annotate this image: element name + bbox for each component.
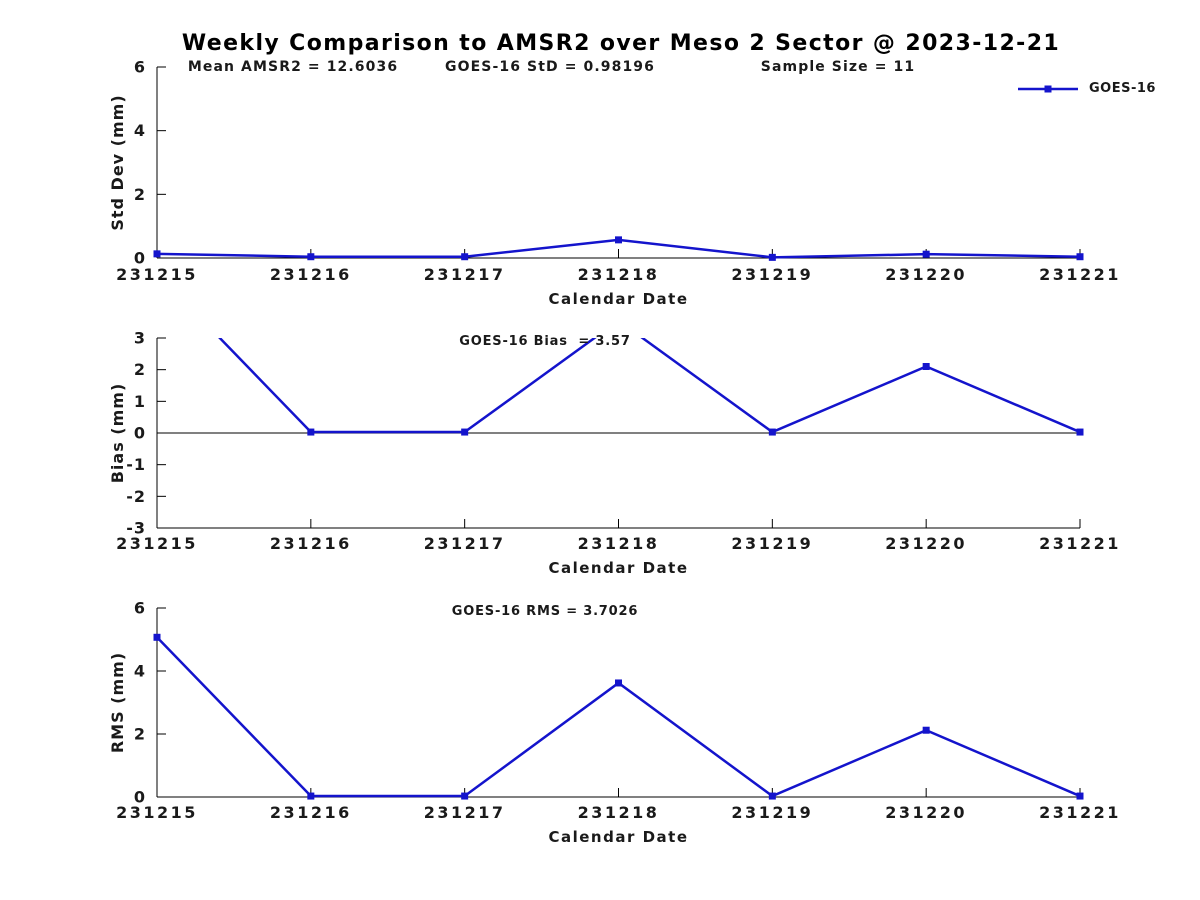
data-point-marker <box>307 253 315 261</box>
data-point-marker <box>461 253 469 261</box>
y-tick-label: 4 <box>134 662 146 681</box>
y-axis-title: Bias (mm) <box>108 383 127 484</box>
x-tick-label: 231218 <box>578 803 660 822</box>
x-tick-label: 231218 <box>578 534 660 553</box>
bias-subplot: -3 -2 -1 0 1 2 3 231215 231216 231217 231218 231219… <box>108 329 1121 578</box>
subplot-title: GOES-16 Bias = 3.57 <box>459 334 630 349</box>
x-tick-label: 231217 <box>424 265 506 284</box>
stat-sample-size: Sample Size = 11 <box>760 59 916 75</box>
x-tick-label: 231216 <box>270 265 352 284</box>
x-axis-title: Calendar Date <box>548 559 688 577</box>
data-point-marker <box>922 726 930 734</box>
data-point-marker <box>1076 253 1084 261</box>
y-axis-title: RMS (mm) <box>108 652 127 753</box>
y-tick-label: 6 <box>134 599 146 618</box>
data-point-marker <box>922 363 930 370</box>
stat-mean-amsr2: Mean AMSR2 = 12.6036 <box>187 59 399 75</box>
y-tick-label: 2 <box>134 360 146 379</box>
data-point-marker <box>307 428 315 436</box>
x-tick-label: 231221 <box>1039 265 1121 284</box>
legend-marker-icon <box>1044 85 1052 92</box>
x-tick-label: 231215 <box>116 265 198 284</box>
x-tick-label: 231219 <box>731 265 813 284</box>
y-tick-label: 4 <box>134 121 146 140</box>
data-point-marker <box>153 633 161 641</box>
x-tick-label: 231220 <box>885 265 967 284</box>
y-tick-label: 1 <box>134 392 146 411</box>
legend: GOES-16 <box>1016 81 1156 96</box>
data-point-marker <box>307 792 315 800</box>
x-tick-label: 231217 <box>424 803 506 822</box>
data-point-marker <box>1076 792 1084 800</box>
y-axis-title: Std Dev (mm) <box>108 94 127 230</box>
chart-title: Weekly Comparison to AMSR2 over Meso 2 S… <box>181 31 1061 56</box>
x-tick-label: 231221 <box>1039 803 1121 822</box>
y-tick-label: 0 <box>134 424 146 443</box>
x-tick-label: 231215 <box>116 803 198 822</box>
x-tick-label: 231219 <box>731 534 813 553</box>
x-axis-title: Calendar Date <box>548 290 688 308</box>
x-tick-label: 231220 <box>885 803 967 822</box>
rms-subplot: 0 2 4 6 231215 231216 231217 231218 231219 231220… <box>108 599 1121 847</box>
y-tick-label: 0 <box>134 249 146 268</box>
series-line <box>156 636 1081 798</box>
y-tick-label: 0 <box>134 788 146 807</box>
data-point-marker <box>615 236 622 244</box>
x-tick-label: 231221 <box>1039 534 1121 553</box>
y-tick-label: 3 <box>134 329 146 348</box>
y-tick-label: -3 <box>126 519 146 538</box>
y-tick-label: -2 <box>126 487 146 506</box>
y-tick-label: 2 <box>134 725 146 744</box>
stat-goes16-std: GOES-16 StD = 0.98196 <box>445 59 655 75</box>
x-tick-label: 231216 <box>270 803 352 822</box>
legend-line-sample <box>1018 85 1078 92</box>
x-tick-label: 231215 <box>116 534 198 553</box>
x-axis-title: Calendar Date <box>548 828 688 846</box>
x-tick-label: 231220 <box>885 534 967 553</box>
x-tick-label: 231218 <box>578 265 660 284</box>
stddev-subplot: 0 2 4 6 231215 231216 231217 231218 231219 231220… <box>108 58 1121 309</box>
subplot-title: GOES-16 RMS = 3.7026 <box>452 604 638 619</box>
legend-label: GOES-16 <box>1089 81 1156 96</box>
data-point-marker <box>768 428 776 436</box>
x-tick-label: 231216 <box>270 534 352 553</box>
data-point-marker <box>768 792 776 800</box>
data-point-marker <box>768 253 776 261</box>
y-tick-label: 2 <box>134 185 146 204</box>
data-point-marker <box>461 428 469 436</box>
y-tick-label: -1 <box>126 455 146 474</box>
data-point-marker <box>615 679 622 687</box>
y-tick-label: 6 <box>134 58 146 77</box>
data-point-marker <box>1076 428 1084 436</box>
data-point-marker <box>461 792 469 800</box>
data-point-marker <box>153 250 161 258</box>
x-tick-label: 231217 <box>424 534 506 553</box>
x-tick-label: 231219 <box>731 803 813 822</box>
data-point-marker <box>922 250 930 258</box>
